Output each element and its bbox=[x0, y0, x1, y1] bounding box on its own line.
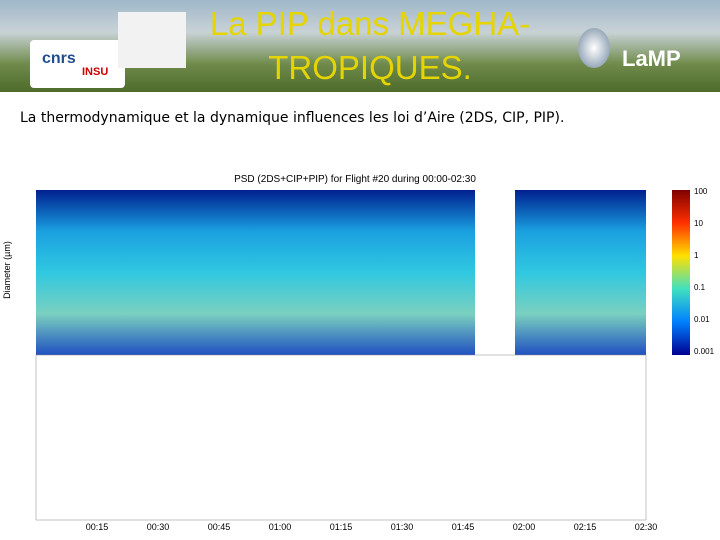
colorbar bbox=[672, 190, 690, 355]
colorbar-tick-label: 0.1 bbox=[694, 283, 706, 292]
logo-text: INSU bbox=[82, 66, 109, 78]
logo-text: LaMP bbox=[622, 46, 681, 71]
logo-box: LaMP bbox=[612, 42, 712, 76]
colorbar-tick-label: 0.01 bbox=[694, 315, 710, 324]
x-tick-label: 01:45 bbox=[452, 522, 475, 532]
slide-title: La PIP dans MEGHA-TROPIQUES. bbox=[209, 5, 531, 86]
x-tick-label: 00:30 bbox=[147, 522, 170, 532]
x-tick-label: 02:15 bbox=[574, 522, 597, 532]
lower-panel bbox=[35, 354, 647, 521]
colorbar-tick-label: 10 bbox=[694, 219, 703, 228]
logo-text: cnrs bbox=[42, 50, 76, 67]
figure: PSD (2DS+CIP+PIP) for Flight #20 during … bbox=[2, 174, 715, 532]
slide-subtitle: La thermodynamique et la dynamique influ… bbox=[20, 110, 565, 126]
colorbar-tick-label: 100 bbox=[694, 187, 708, 196]
psd-panel bbox=[36, 190, 646, 355]
logo-image bbox=[118, 12, 186, 68]
x-tick-label: 00:15 bbox=[86, 522, 109, 532]
x-tick-label: 02:30 bbox=[635, 522, 658, 532]
x-tick-label: 02:00 bbox=[513, 522, 536, 532]
logo-box: cnrs INSU bbox=[30, 40, 125, 88]
x-tick-label: 01:00 bbox=[269, 522, 292, 532]
colorbar-tick-label: 0.001 bbox=[694, 347, 715, 356]
y-axis-label: Diameter (µm) bbox=[2, 241, 12, 299]
x-tick-label: 00:45 bbox=[208, 522, 231, 532]
colorbar-tick-label: 1 bbox=[694, 251, 699, 260]
data-gap bbox=[475, 190, 515, 355]
figure-title: PSD (2DS+CIP+PIP) for Flight #20 during … bbox=[234, 174, 476, 185]
x-tick-label: 01:30 bbox=[391, 522, 414, 532]
x-tick-label: 01:15 bbox=[330, 522, 353, 532]
snowflake-logo bbox=[578, 28, 610, 68]
